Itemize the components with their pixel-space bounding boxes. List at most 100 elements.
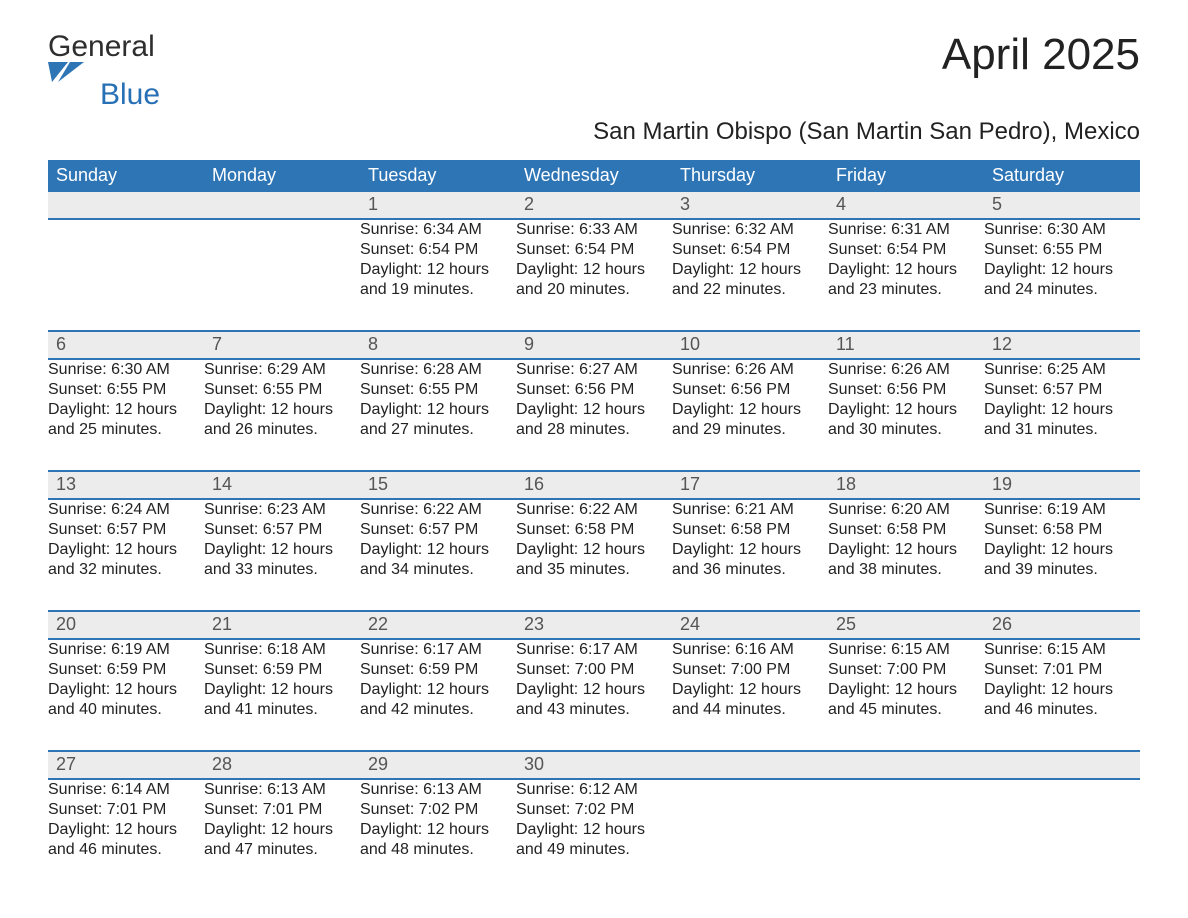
day-cell-body	[48, 219, 204, 331]
sunset-text: Sunset: 7:00 PM	[516, 660, 672, 680]
sunrise-text: Sunrise: 6:28 AM	[360, 360, 516, 380]
day-cell-body: Sunrise: 6:17 AMSunset: 6:59 PMDaylight:…	[360, 639, 516, 751]
day-cell-body: Sunrise: 6:32 AMSunset: 6:54 PMDaylight:…	[672, 219, 828, 331]
day2-text: and 46 minutes.	[48, 840, 204, 860]
sunset-text: Sunset: 6:55 PM	[984, 240, 1140, 260]
day2-text: and 48 minutes.	[360, 840, 516, 860]
sunset-text: Sunset: 6:58 PM	[516, 520, 672, 540]
day-number: 28	[204, 752, 360, 778]
day1-text: Daylight: 12 hours	[516, 680, 672, 700]
day2-text: and 19 minutes.	[360, 280, 516, 300]
day-cell-num: 24	[672, 611, 828, 639]
day1-text: Daylight: 12 hours	[984, 400, 1140, 420]
col-sat: Saturday	[984, 160, 1140, 192]
day-cell-num: 7	[204, 331, 360, 359]
col-thu: Thursday	[672, 160, 828, 192]
col-tue: Tuesday	[360, 160, 516, 192]
day-cell-body: Sunrise: 6:12 AMSunset: 7:02 PMDaylight:…	[516, 779, 672, 891]
sunrise-text: Sunrise: 6:17 AM	[516, 640, 672, 660]
day-cell-num: 16	[516, 471, 672, 499]
day-cell-num: 13	[48, 471, 204, 499]
day2-text: and 41 minutes.	[204, 700, 360, 720]
day-cell-num: 22	[360, 611, 516, 639]
day2-text: and 26 minutes.	[204, 420, 360, 440]
day2-text: and 31 minutes.	[984, 420, 1140, 440]
day-cell-num: 5	[984, 192, 1140, 219]
day-cell-num: 29	[360, 751, 516, 779]
day2-text: and 46 minutes.	[984, 700, 1140, 720]
day2-text: and 32 minutes.	[48, 560, 204, 580]
sunrise-text: Sunrise: 6:15 AM	[984, 640, 1140, 660]
page-subtitle: San Martin Obispo (San Martin San Pedro)…	[48, 118, 1140, 146]
day1-text: Daylight: 12 hours	[516, 400, 672, 420]
day-cell-body: Sunrise: 6:19 AMSunset: 6:58 PMDaylight:…	[984, 499, 1140, 611]
day1-text: Daylight: 12 hours	[204, 400, 360, 420]
sunset-text: Sunset: 6:55 PM	[48, 380, 204, 400]
title-block: April 2025	[942, 32, 1140, 78]
day-cell-num: 11	[828, 331, 984, 359]
day1-text: Daylight: 12 hours	[984, 260, 1140, 280]
day1-text: Daylight: 12 hours	[48, 540, 204, 560]
day2-text: and 49 minutes.	[516, 840, 672, 860]
day1-text: Daylight: 12 hours	[828, 680, 984, 700]
day-cell-num	[48, 192, 204, 219]
day2-text: and 45 minutes.	[828, 700, 984, 720]
day-cell-num: 3	[672, 192, 828, 219]
day-cell-num: 9	[516, 331, 672, 359]
day1-text: Daylight: 12 hours	[828, 540, 984, 560]
day-number	[984, 752, 1140, 776]
day2-text: and 28 minutes.	[516, 420, 672, 440]
day2-text: and 24 minutes.	[984, 280, 1140, 300]
sunrise-text: Sunrise: 6:26 AM	[672, 360, 828, 380]
sunrise-text: Sunrise: 6:15 AM	[828, 640, 984, 660]
day-number: 1	[360, 192, 516, 218]
calendar-header: Sunday Monday Tuesday Wednesday Thursday…	[48, 160, 1140, 192]
sunset-text: Sunset: 6:58 PM	[828, 520, 984, 540]
day-cell-num: 15	[360, 471, 516, 499]
day-cell-body: Sunrise: 6:15 AMSunset: 7:00 PMDaylight:…	[828, 639, 984, 751]
day-cell-num	[204, 192, 360, 219]
day-number: 24	[672, 612, 828, 638]
sunrise-text: Sunrise: 6:22 AM	[360, 500, 516, 520]
day1-text: Daylight: 12 hours	[984, 680, 1140, 700]
day1-text: Daylight: 12 hours	[672, 680, 828, 700]
sunset-text: Sunset: 7:00 PM	[672, 660, 828, 680]
logo-text: General Blue	[48, 32, 160, 110]
day1-text: Daylight: 12 hours	[48, 820, 204, 840]
day1-text: Daylight: 12 hours	[828, 260, 984, 280]
day-cell-body: Sunrise: 6:31 AMSunset: 6:54 PMDaylight:…	[828, 219, 984, 331]
sunset-text: Sunset: 6:57 PM	[360, 520, 516, 540]
day1-text: Daylight: 12 hours	[360, 400, 516, 420]
day-cell-num	[828, 751, 984, 779]
sunset-text: Sunset: 7:02 PM	[516, 800, 672, 820]
day-number: 19	[984, 472, 1140, 498]
day2-text: and 30 minutes.	[828, 420, 984, 440]
day-cell-body: Sunrise: 6:30 AMSunset: 6:55 PMDaylight:…	[984, 219, 1140, 331]
day1-text: Daylight: 12 hours	[204, 680, 360, 700]
day2-text: and 34 minutes.	[360, 560, 516, 580]
sunrise-text: Sunrise: 6:32 AM	[672, 220, 828, 240]
sunrise-text: Sunrise: 6:31 AM	[828, 220, 984, 240]
day-number: 3	[672, 192, 828, 218]
sunrise-text: Sunrise: 6:12 AM	[516, 780, 672, 800]
day-number: 11	[828, 332, 984, 358]
day1-text: Daylight: 12 hours	[672, 260, 828, 280]
day-number: 9	[516, 332, 672, 358]
day-cell-body: Sunrise: 6:17 AMSunset: 7:00 PMDaylight:…	[516, 639, 672, 751]
day2-text: and 36 minutes.	[672, 560, 828, 580]
day1-text: Daylight: 12 hours	[828, 400, 984, 420]
day-number: 13	[48, 472, 204, 498]
sunset-text: Sunset: 7:00 PM	[828, 660, 984, 680]
day2-text: and 47 minutes.	[204, 840, 360, 860]
day2-text: and 40 minutes.	[48, 700, 204, 720]
day-cell-num	[672, 751, 828, 779]
day-number: 5	[984, 192, 1140, 218]
sunrise-text: Sunrise: 6:16 AM	[672, 640, 828, 660]
day-cell-body: Sunrise: 6:23 AMSunset: 6:57 PMDaylight:…	[204, 499, 360, 611]
day-number: 15	[360, 472, 516, 498]
day-cell-num: 6	[48, 331, 204, 359]
sunrise-text: Sunrise: 6:19 AM	[984, 500, 1140, 520]
sunset-text: Sunset: 6:58 PM	[984, 520, 1140, 540]
day-cell-num: 12	[984, 331, 1140, 359]
sunset-text: Sunset: 6:54 PM	[360, 240, 516, 260]
